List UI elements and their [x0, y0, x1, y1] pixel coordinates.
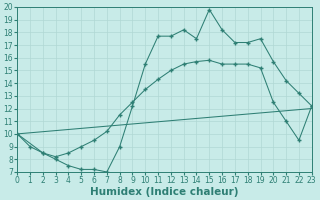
- X-axis label: Humidex (Indice chaleur): Humidex (Indice chaleur): [90, 187, 239, 197]
